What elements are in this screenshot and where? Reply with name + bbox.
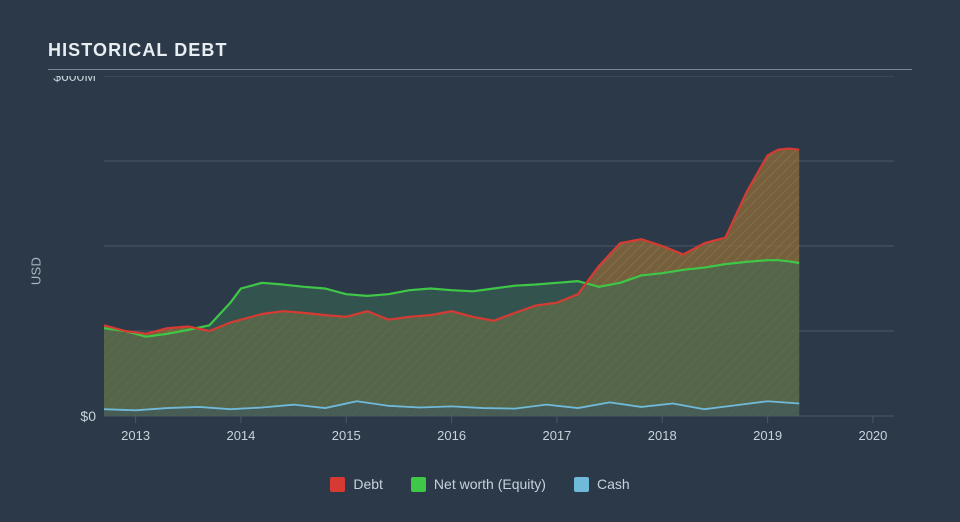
legend-item-equity: Net worth (Equity) bbox=[411, 476, 546, 492]
svg-text:2014: 2014 bbox=[226, 428, 255, 443]
y-axis-label: USD bbox=[29, 257, 44, 285]
svg-text:2017: 2017 bbox=[542, 428, 571, 443]
legend-swatch-equity bbox=[411, 477, 426, 492]
legend-label-cash: Cash bbox=[597, 476, 630, 492]
svg-text:2016: 2016 bbox=[437, 428, 466, 443]
chart-title: HISTORICAL DEBT bbox=[48, 40, 912, 70]
chart-legend: Debt Net worth (Equity) Cash bbox=[48, 476, 912, 492]
legend-item-debt: Debt bbox=[330, 476, 383, 492]
svg-text:2018: 2018 bbox=[648, 428, 677, 443]
legend-label-equity: Net worth (Equity) bbox=[434, 476, 546, 492]
historical-debt-chart: $0 $600M 2013 2014 2015 2016 2017 2018 2019 2020 bbox=[48, 76, 912, 466]
legend-swatch-cash bbox=[574, 477, 589, 492]
chart-container: HISTORICAL DEBT USD $0 $600M 2013 2014 2015 2… bbox=[0, 0, 960, 522]
svg-text:2013: 2013 bbox=[121, 428, 150, 443]
svg-text:2020: 2020 bbox=[858, 428, 887, 443]
legend-item-cash: Cash bbox=[574, 476, 630, 492]
svg-text:$0: $0 bbox=[80, 408, 96, 424]
svg-text:$600M: $600M bbox=[53, 76, 96, 84]
legend-label-debt: Debt bbox=[353, 476, 383, 492]
svg-text:2015: 2015 bbox=[332, 428, 361, 443]
svg-text:2019: 2019 bbox=[753, 428, 782, 443]
chart-area: USD $0$600M20132014201520162017201820192… bbox=[48, 76, 912, 466]
legend-swatch-debt bbox=[330, 477, 345, 492]
